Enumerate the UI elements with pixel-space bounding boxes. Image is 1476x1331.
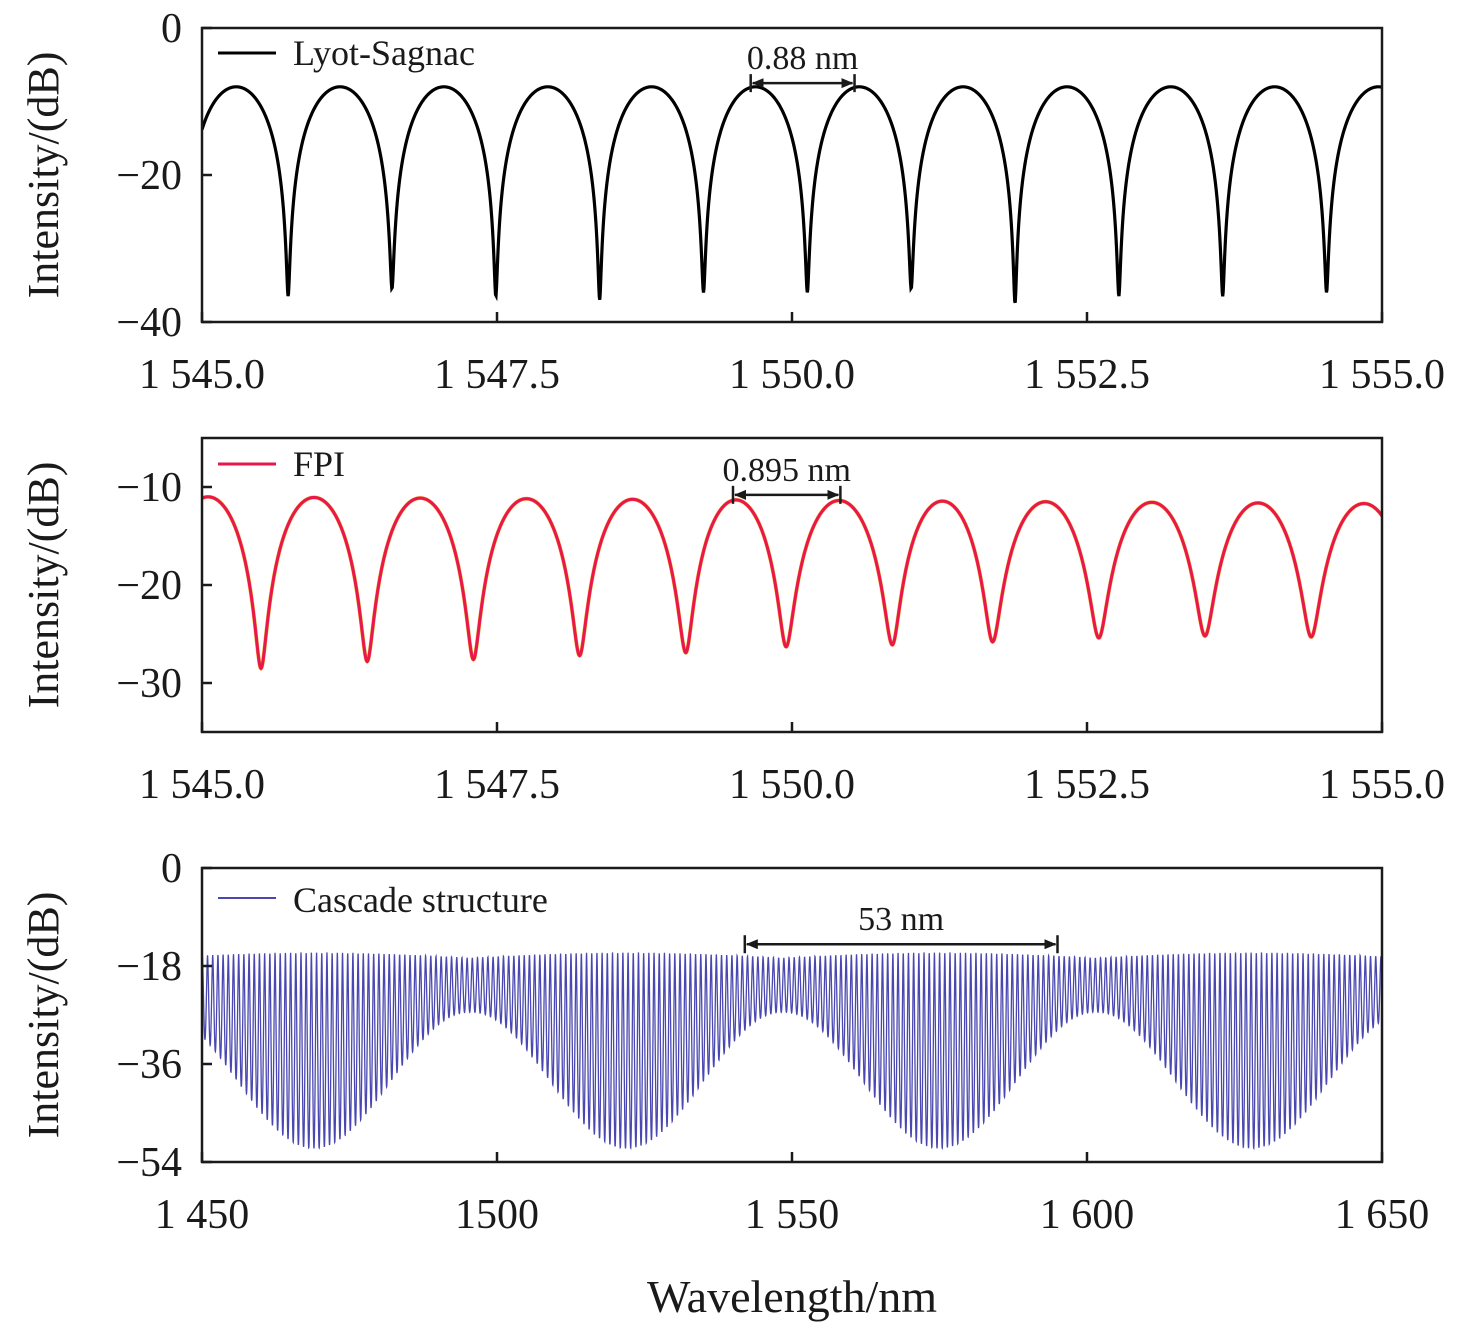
x-tick-label: 1 600 — [1040, 1192, 1135, 1238]
y-ticks: 0 −20 −40 — [116, 6, 212, 346]
x-tick-label: 1 450 — [155, 1192, 250, 1238]
period-annotation: 0.88 nm — [747, 40, 858, 93]
period-label: 0.895 nm — [722, 452, 850, 489]
y-axis-label: Intensity/(dB) — [19, 52, 68, 299]
x-tick-label: 1 545.0 — [139, 762, 265, 808]
cascade-series-line — [202, 952, 1382, 1151]
y-tick-label: −10 — [116, 465, 182, 511]
y-axis-label: Intensity/(dB) — [19, 462, 68, 709]
y-ticks: −10 −20 −30 — [116, 465, 212, 707]
period-label: 0.88 nm — [747, 40, 858, 77]
period-label: 53 nm — [858, 901, 944, 938]
panel-lyot-sagnac: 1 545.0 1 547.5 1 550.0 1 552.5 1 555.0 0 −20… — [19, 6, 1445, 398]
legend-label: Lyot-Sagnac — [293, 33, 475, 73]
period-annotation: 0.895 nm — [722, 452, 851, 504]
x-tick-label: 1 552.5 — [1024, 762, 1150, 808]
period-annotation: 53 nm — [743, 901, 1059, 954]
x-tick-label: 1 547.5 — [434, 762, 560, 808]
x-tick-label: 1500 — [455, 1192, 539, 1238]
x-ticks: 1 450 1500 1 550 1 600 1 650 — [155, 1152, 1430, 1238]
fpi-series-line — [202, 495, 1382, 671]
x-tick-label: 1 547.5 — [434, 352, 560, 398]
x-axis-label: Wavelength/nm — [647, 1271, 937, 1322]
legend-label: FPI — [293, 444, 345, 484]
x-tick-label: 1 550.0 — [729, 352, 855, 398]
panel-cascade: 1 450 1500 1 550 1 600 1 650 0 −18 −36 −54 Inte… — [19, 846, 1429, 1238]
x-tick-label: 1 555.0 — [1319, 352, 1445, 398]
x-ticks: 1 545.0 1 547.5 1 550.0 1 552.5 1 555.0 — [139, 722, 1445, 808]
legend-label: Cascade structure — [293, 880, 548, 920]
y-tick-label: −40 — [116, 300, 182, 346]
x-ticks: 1 545.0 1 547.5 1 550.0 1 552.5 1 555.0 — [139, 312, 1445, 398]
x-tick-label: 1 545.0 — [139, 352, 265, 398]
y-tick-label: −18 — [116, 944, 182, 990]
y-tick-label: 0 — [161, 846, 182, 892]
y-tick-label: −54 — [116, 1140, 182, 1186]
y-tick-label: 0 — [161, 6, 182, 52]
x-tick-label: 1 552.5 — [1024, 352, 1150, 398]
lyot-sagnac-series-line — [202, 85, 1382, 304]
y-ticks: 0 −18 −36 −54 — [116, 846, 212, 1186]
y-tick-label: −20 — [116, 153, 182, 199]
y-tick-label: −36 — [116, 1042, 182, 1088]
x-tick-label: 1 550.0 — [729, 762, 855, 808]
panel-fpi: 1 545.0 1 547.5 1 550.0 1 552.5 1 555.0 −10−… — [19, 436, 1445, 808]
x-tick-label: 1 555.0 — [1319, 762, 1445, 808]
y-axis-label: Intensity/(dB) — [19, 892, 68, 1139]
y-tick-label: −20 — [116, 563, 182, 609]
x-tick-label: 1 650 — [1335, 1192, 1430, 1238]
y-tick-label: −30 — [116, 661, 182, 707]
x-tick-label: 1 550 — [745, 1192, 840, 1238]
